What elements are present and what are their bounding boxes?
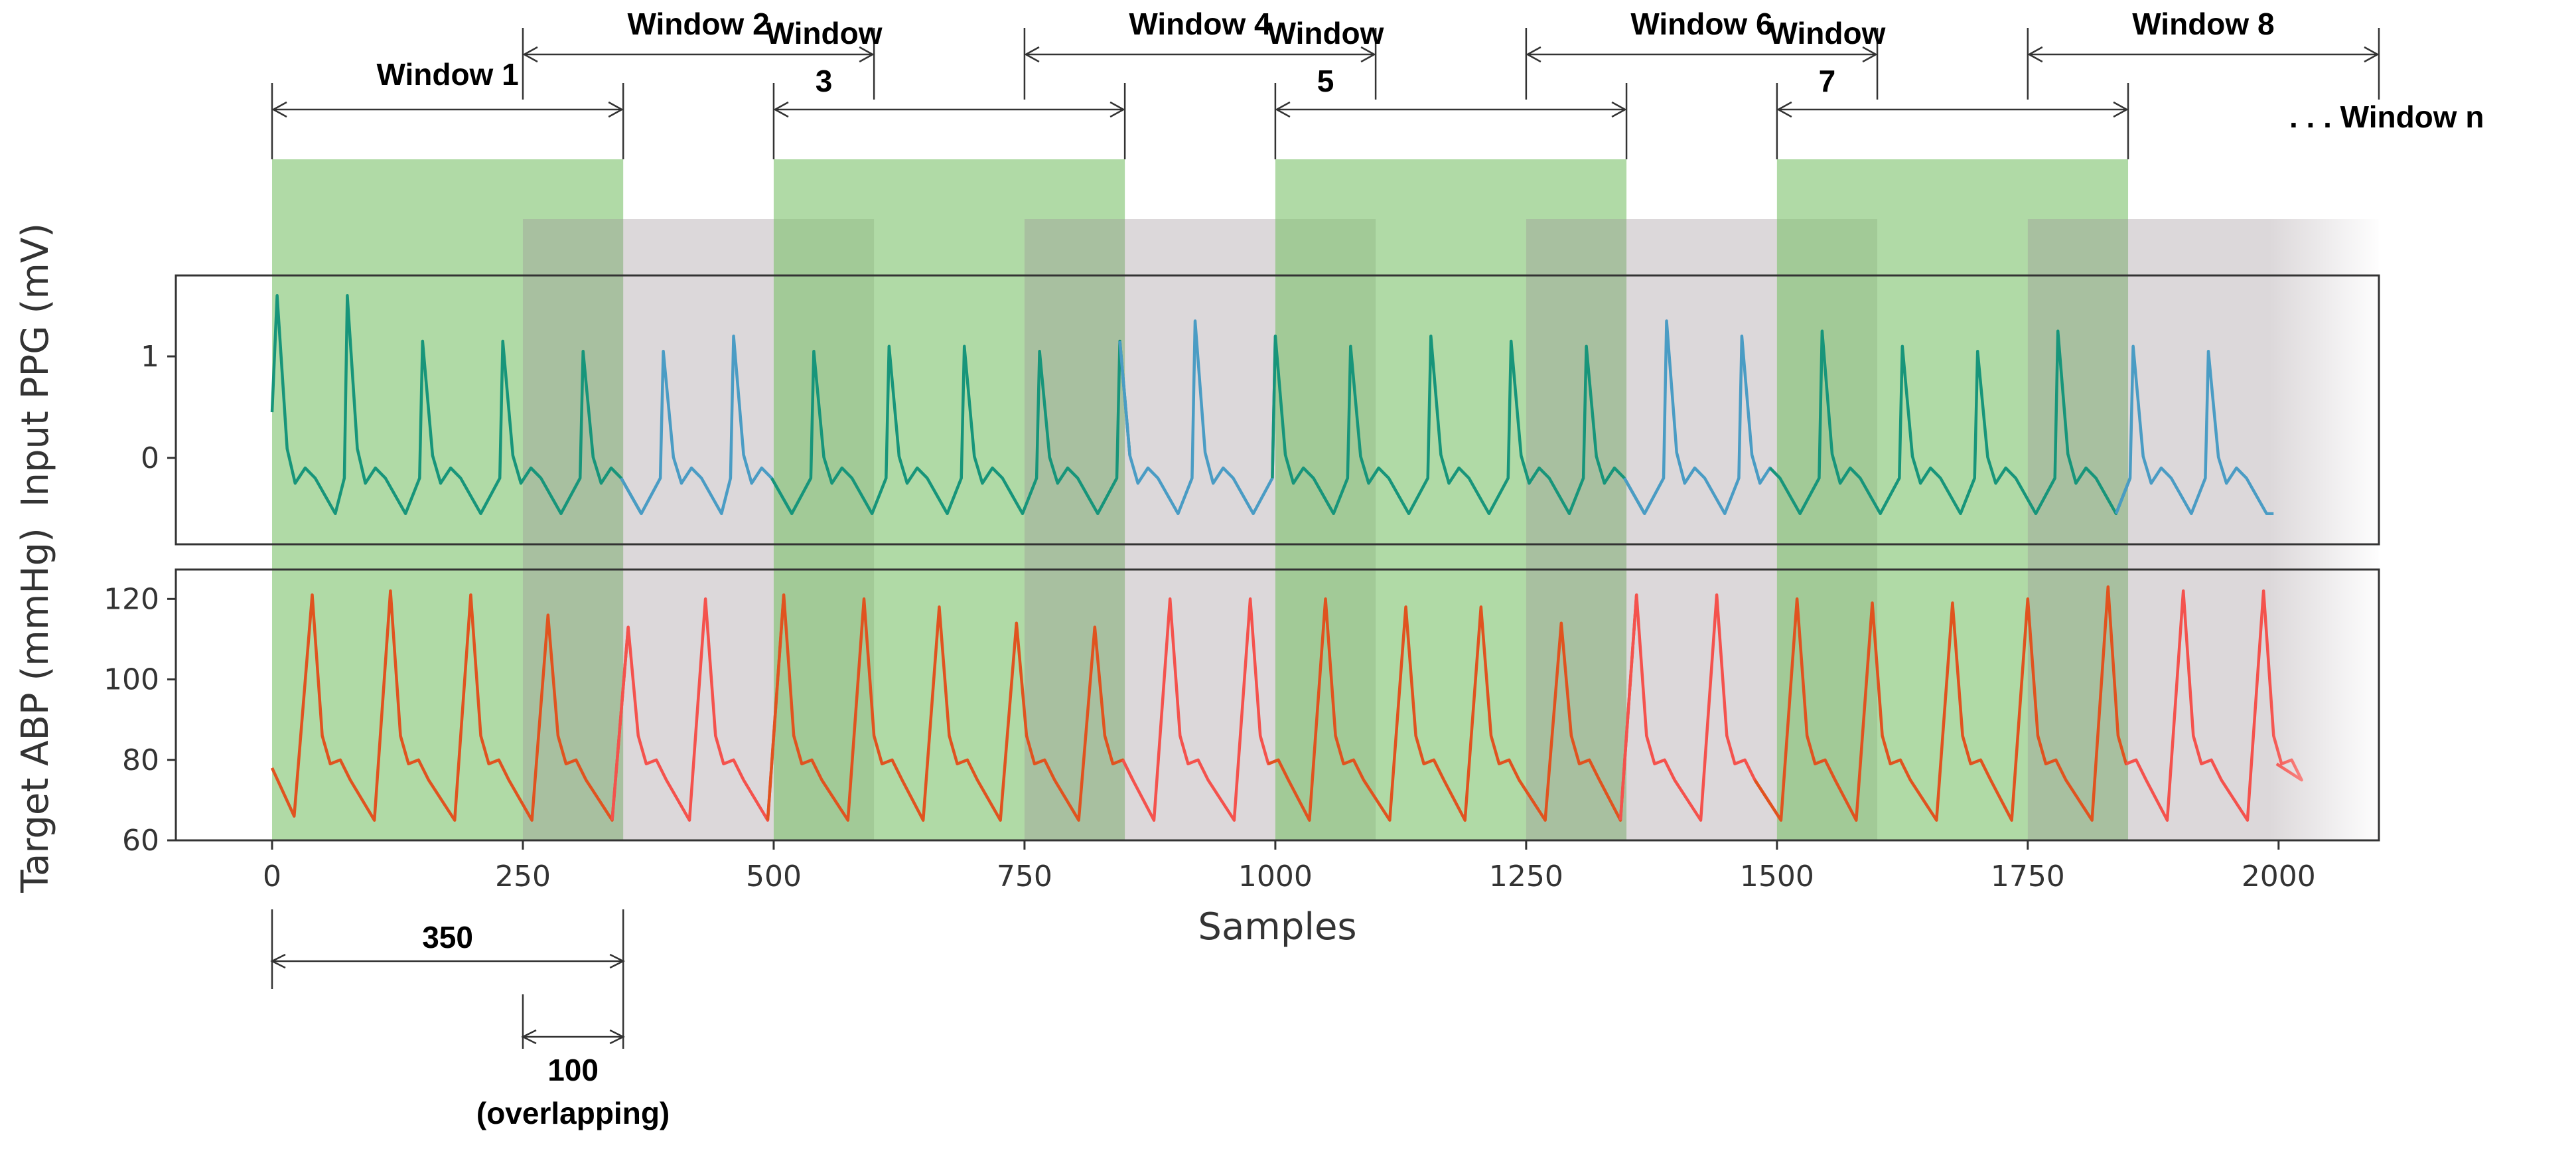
x-tick-label: 250: [495, 860, 551, 893]
abp-y-axis-title: Target ABP (mmHg): [14, 528, 57, 893]
x-tick-label: 500: [746, 860, 802, 893]
ppg-line-segment-2: [770, 339, 1131, 516]
overlap-dimension-arrowhead-left: [521, 1029, 537, 1045]
x-axis-ticks: 0 250 500 750 1000 1250 1500 1750 2000: [263, 840, 2316, 893]
window-3-label-line2: 3: [816, 64, 833, 98]
window-3-arrowhead-left: [773, 101, 789, 118]
length-dimension-arrowhead-left: [270, 953, 286, 969]
window-8-arrowhead-left: [2027, 46, 2043, 63]
abp-y-tick-label: 120: [104, 582, 159, 616]
overlap-note-label: (overlapping): [476, 1096, 670, 1130]
x-tick-label: 0: [263, 860, 281, 893]
length-dimension-arrowhead-right: [609, 953, 625, 969]
overlap-dimension-arrowhead-right: [609, 1029, 625, 1045]
ppg-y-tick-label: 0: [141, 441, 159, 475]
window-5-arrowhead-left: [1275, 101, 1291, 118]
window-7-label-line2: 7: [1819, 64, 1836, 98]
ppg-line-segment-1: [620, 335, 794, 516]
ppg-line-segment-6: [1768, 329, 2132, 516]
ppg-y-axis-ticks: 01: [141, 340, 176, 475]
ppg-panel-frame: [175, 274, 2380, 546]
abp-trace: [270, 585, 2303, 822]
window-3-label-line1: Window: [766, 16, 883, 50]
ppg-trace: [270, 294, 2274, 516]
abp-y-axis-ticks: 60 80 100 120: [104, 582, 176, 858]
window-4-label: Window 4: [1129, 7, 1271, 41]
window-3-arrowhead-right: [1109, 101, 1125, 118]
x-tick-label: 750: [997, 860, 1052, 893]
window-2-arrowhead-right: [859, 46, 875, 63]
x-axis-title: Samples: [1198, 905, 1356, 949]
abp-line-segment-6: [1753, 585, 2137, 822]
window-6-label: Window 6: [1630, 7, 1772, 41]
x-tick-label: 1750: [1991, 860, 2065, 893]
ppg-line-segment-4: [1271, 335, 1646, 516]
window-4-arrowhead-left: [1024, 46, 1040, 63]
window-7-arrowhead-right: [2113, 101, 2129, 118]
ppg-y-tick-label: 1: [141, 340, 159, 374]
window-7-label-line1: Window: [1769, 16, 1886, 50]
window-6-arrowhead-right: [1862, 46, 1878, 63]
abp-line-segment-5: [1618, 593, 1782, 822]
ppg-line-segment-3: [1118, 319, 1277, 516]
window-8-label: Window 8: [2132, 7, 2274, 41]
ppg-line-segment-7: [2114, 345, 2274, 516]
window-1-arrowhead-right: [608, 101, 624, 118]
window-shade-1: [272, 159, 624, 840]
x-tick-label: 1500: [1740, 860, 1814, 893]
abp-line-segment-0: [270, 589, 630, 822]
ppg-line-segment-0: [270, 294, 643, 516]
window-5-arrowhead-right: [1611, 101, 1627, 118]
window-shading: [272, 159, 2379, 840]
abp-y-tick-label: 80: [122, 743, 159, 777]
x-tick-label: 1000: [1238, 860, 1313, 893]
window-2-label: Window 2: [627, 7, 769, 41]
window-1-arrowhead-left: [271, 101, 287, 118]
window-4-arrowhead-right: [1360, 46, 1376, 63]
window-5-label-line2: 5: [1317, 64, 1334, 98]
ppg-y-axis-title: Input PPG (mV): [14, 223, 57, 507]
bottom-annotations: 350 100 (overlapping): [270, 909, 670, 1130]
abp-y-tick-label: 100: [104, 663, 159, 697]
overlap-dimension-label: 100: [547, 1053, 599, 1087]
window-6-arrowhead-left: [1526, 46, 1541, 63]
window-7-arrowhead-left: [1776, 101, 1792, 118]
window-n-label: . . . Window n: [2289, 100, 2484, 134]
x-tick-label: 2000: [2242, 860, 2316, 893]
ppg-line-segment-5: [1623, 319, 1782, 516]
window-2-arrowhead-left: [522, 46, 538, 63]
window-8-arrowhead-right: [2364, 46, 2380, 63]
x-tick-label: 1250: [1489, 860, 1563, 893]
window-5-label-line1: Window: [1267, 16, 1384, 50]
abp-line-segment-1: [610, 595, 786, 822]
abp-line-segment-4: [1267, 595, 1638, 822]
length-dimension-label: 350: [422, 920, 473, 955]
window-1-label: Window 1: [376, 57, 518, 92]
abp-line-segment-3: [1121, 597, 1279, 822]
abp-y-tick-label: 60: [122, 824, 159, 858]
fade-overlay: [2269, 219, 2382, 850]
abp-line-segment-2: [766, 593, 1135, 822]
